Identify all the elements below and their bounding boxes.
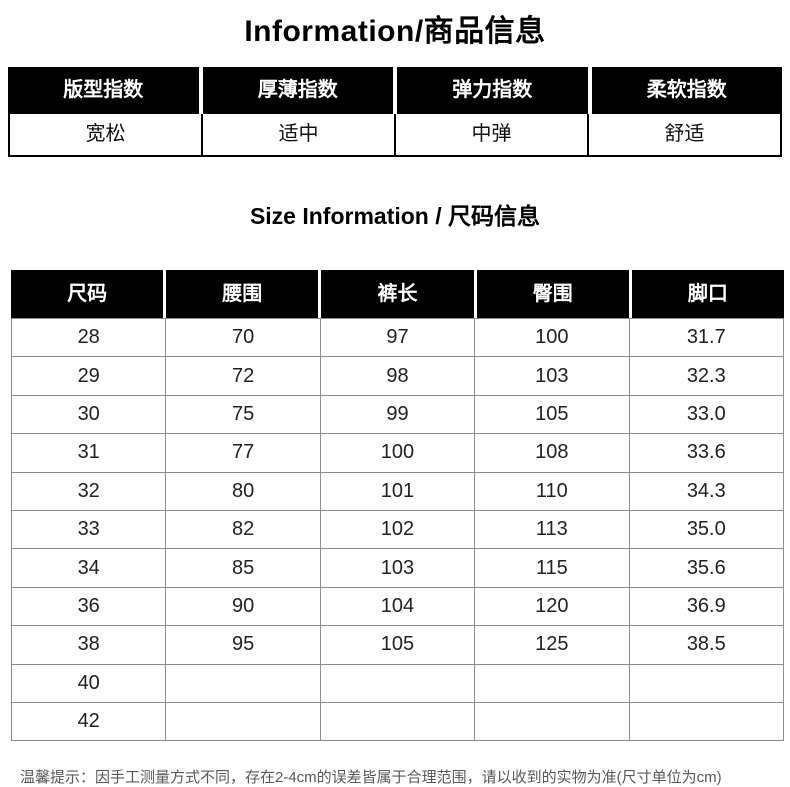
size-table-row: 32 80 101 110 34.3 [10,471,785,511]
size-cell: 38 [10,625,167,665]
size-header-cell: 脚口 [631,270,785,318]
size-cell: 34.3 [628,471,785,511]
size-cell: 104 [319,586,476,627]
size-cell: 97 [319,317,476,358]
size-section-title: Size Information / 尺码信息 [249,203,541,229]
size-cell: 72 [165,356,321,396]
info-table-header-row: 版型指数 厚薄指数 弹力指数 柔软指数 [8,67,782,114]
size-cell [319,663,476,703]
size-cell: 98 [319,356,476,396]
size-cell: 42 [10,701,167,742]
size-cell: 101 [319,471,476,511]
size-cell: 30 [10,394,167,435]
size-header-cell: 臀围 [476,270,629,318]
size-table-row: 30 75 99 105 33.0 [10,394,785,435]
info-table-value-row: 宽松 适中 中弹 舒适 [8,114,782,157]
size-cell [319,701,476,742]
info-value-cell: 舒适 [589,114,780,155]
page-title: Information/商品信息 [244,15,546,48]
size-cell [628,701,785,742]
size-cell: 33.6 [628,433,785,473]
size-table-row: 29 72 98 103 32.3 [10,356,785,396]
size-cell: 108 [474,433,630,473]
size-cell: 28 [10,317,167,358]
size-cell: 103 [319,548,476,588]
size-cell: 75 [165,394,321,435]
size-header-cell: 腰围 [166,270,319,318]
size-cell: 35.6 [628,548,785,588]
size-cell: 31 [10,433,167,473]
size-cell: 85 [165,548,321,588]
product-info-table: 版型指数 厚薄指数 弹力指数 柔软指数 宽松 适中 中弹 舒适 [8,67,782,157]
size-cell: 100 [474,317,630,358]
size-header-cell: 尺码 [11,270,164,318]
size-cell [165,701,321,742]
info-value-cell: 宽松 [10,114,201,155]
size-cell: 38.5 [628,625,785,665]
size-cell: 34 [10,548,167,588]
size-cell: 29 [10,356,167,396]
size-table-row: 34 85 103 115 35.6 [10,548,785,588]
size-cell: 120 [474,586,630,627]
size-table-row: 42 [10,701,785,742]
size-cell: 90 [165,586,321,627]
size-cell: 36 [10,586,167,627]
size-cell: 70 [165,317,321,358]
size-table-row: 28 70 97 100 31.7 [10,317,785,358]
size-table-row: 38 95 105 125 38.5 [10,625,785,665]
size-cell: 32.3 [628,356,785,396]
measurement-disclaimer: 温馨提示：因手工测量方式不同，存在2-4cm的误差皆属于合理范围，请以收到的实物… [20,769,722,787]
size-cell: 32 [10,471,167,511]
info-header-cell: 弹力指数 [397,67,588,114]
size-table-row: 33 82 102 113 35.0 [10,509,785,550]
size-cell [628,663,785,703]
size-cell: 99 [319,394,476,435]
size-cell [474,663,630,703]
size-table-rows: 28 70 97 100 31.7 29 72 98 103 32.3 30 75 99 105 33.0 3… [10,317,785,742]
size-cell: 105 [474,394,630,435]
size-cell: 95 [165,625,321,665]
size-cell: 31.7 [628,317,785,358]
size-table-header-row: 尺码 腰围 裤长 臀围 脚口 [11,270,785,318]
size-cell: 115 [474,548,630,588]
size-cell: 33 [10,509,167,550]
size-cell: 125 [474,625,630,665]
size-cell: 100 [319,433,476,473]
size-table-row: 31 77 100 108 33.6 [10,433,785,473]
size-table-row: 40 [10,663,785,703]
size-table-body: 28 70 97 100 31.7 29 72 98 103 32.3 30 75 99 105 33.0 3… [10,317,785,742]
size-cell: 102 [319,509,476,550]
size-cell [474,701,630,742]
size-cell: 40 [10,663,167,703]
size-header-cell: 裤长 [321,270,474,318]
info-header-cell: 版型指数 [8,67,199,114]
size-cell: 105 [319,625,476,665]
size-cell: 80 [165,471,321,511]
size-cell [165,663,321,703]
size-table-row: 36 90 104 120 36.9 [10,586,785,627]
size-cell: 110 [474,471,630,511]
size-cell: 35.0 [628,509,785,550]
info-value-cell: 适中 [203,114,394,155]
info-value-cell: 中弹 [396,114,587,155]
size-cell: 33.0 [628,394,785,435]
size-table: 尺码 腰围 裤长 臀围 脚口 28 70 97 100 31.7 29 72 98 103 32.3 30 7… [10,270,785,742]
info-header-cell: 厚薄指数 [202,67,393,114]
size-cell: 36.9 [628,586,785,627]
size-cell: 77 [165,433,321,473]
info-header-cell: 柔软指数 [591,67,782,114]
size-cell: 82 [165,509,321,550]
size-cell: 103 [474,356,630,396]
size-cell: 113 [474,509,630,550]
